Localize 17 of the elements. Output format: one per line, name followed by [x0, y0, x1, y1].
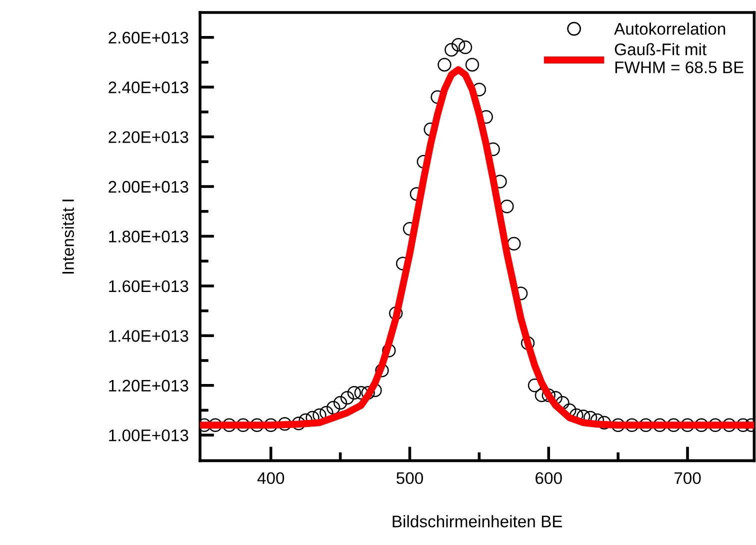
y-tick-label: 1.00E+013 [109, 429, 188, 442]
y-tick-label: 2.00E+013 [108, 180, 188, 193]
legend-label: Autokorrelation [614, 22, 726, 35]
x-tick-label: 400 [257, 472, 284, 484]
x-tick-label: 500 [396, 472, 424, 484]
y-tick-label: 1.80E+013 [109, 230, 188, 242]
y-tick-label: 1.40E+013 [109, 330, 188, 342]
y-tick-label: 2.60E+013 [108, 32, 188, 44]
y-tick-label: 2.20E+013 [108, 131, 188, 144]
x-tick-label: 600 [536, 472, 562, 484]
y-axis-title: Intensität I [62, 200, 74, 274]
y-tick-label: 1.60E+013 [109, 280, 188, 292]
legend-label: Gauß-Fit mit FWHM = 68.5 BE [614, 43, 744, 74]
y-tick-label: 1.20E+013 [109, 380, 188, 392]
x-axis-title: Bildschirmeinheiten BE [392, 515, 562, 528]
y-tick-label: 2.40E+013 [108, 82, 188, 94]
x-tick-label: 700 [674, 472, 701, 484]
